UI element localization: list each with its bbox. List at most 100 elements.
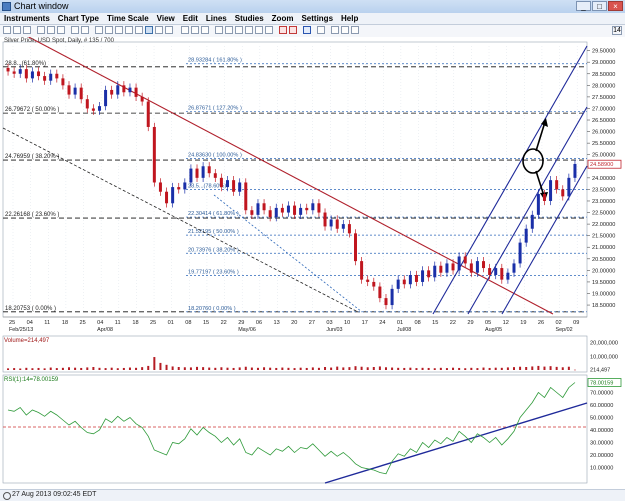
toolbar-bar-chart-button[interactable] bbox=[37, 26, 45, 34]
menu-chart-type[interactable]: Chart Type bbox=[57, 14, 99, 23]
volume-bar bbox=[287, 367, 290, 370]
volume-bar bbox=[531, 366, 534, 370]
toolbar-cursor-button[interactable] bbox=[181, 26, 189, 34]
toolbar-save-button[interactable] bbox=[13, 26, 21, 34]
channel-middle-line[interactable] bbox=[467, 106, 588, 315]
menu-lines[interactable]: Lines bbox=[205, 14, 227, 23]
toolbar-lock-button[interactable] bbox=[341, 26, 349, 34]
rsi-label: RSI(1):14=78.00159 bbox=[4, 377, 59, 383]
volume-bar bbox=[311, 367, 314, 370]
volume-bar bbox=[439, 367, 442, 370]
toolbar-text-button[interactable] bbox=[201, 26, 209, 34]
toolbar-print-button[interactable] bbox=[23, 26, 31, 34]
candle-body bbox=[280, 207, 284, 213]
volume-bar bbox=[214, 367, 217, 370]
date-tick-label: 22 bbox=[450, 320, 456, 326]
title-bar: Chart window _ □ × bbox=[0, 0, 625, 14]
menu-instruments[interactable]: Instruments bbox=[4, 14, 50, 23]
toolbar-interval-2-button[interactable] bbox=[105, 26, 113, 34]
menu-help[interactable]: Help bbox=[341, 14, 359, 23]
volume-bar bbox=[281, 367, 284, 370]
volume-bar bbox=[263, 367, 266, 370]
status-timestamp: 27 Aug 2013 09:02:45 EDT bbox=[12, 491, 97, 498]
toolbar-daily-button[interactable] bbox=[145, 26, 153, 34]
toolbar-open-button[interactable] bbox=[3, 26, 11, 34]
menu-view[interactable]: View bbox=[156, 14, 175, 23]
fib-left-label: 22.26168 ( 23.60% ) bbox=[5, 212, 59, 218]
menu-bar: Instruments Chart Type Time Scale View E… bbox=[0, 13, 625, 25]
volume-bar bbox=[366, 367, 369, 370]
toolbar-delete-button[interactable] bbox=[289, 26, 297, 34]
toolbar-fan-button[interactable] bbox=[255, 26, 263, 34]
toolbar-arc-button[interactable] bbox=[245, 26, 253, 34]
toolbar-fibonacci-button[interactable] bbox=[235, 26, 243, 34]
fib-left-label: 18.20753 ( 0.00% ) bbox=[5, 306, 56, 312]
volume-bar bbox=[202, 367, 205, 370]
volume-bar bbox=[573, 369, 576, 371]
highlight-ellipse[interactable] bbox=[522, 148, 544, 174]
toolbar-interval-3-button[interactable] bbox=[115, 26, 123, 34]
toolbar-interval-4-button[interactable] bbox=[125, 26, 133, 34]
maximize-button[interactable]: □ bbox=[592, 1, 607, 11]
toolbar-trendline-button[interactable] bbox=[215, 26, 223, 34]
toolbar-monthly-button[interactable] bbox=[165, 26, 173, 34]
candle-body bbox=[6, 67, 10, 72]
menu-zoom[interactable]: Zoom bbox=[271, 14, 294, 23]
toolbar-blue-line-button[interactable] bbox=[303, 26, 311, 34]
toolbar-red-line-button[interactable] bbox=[279, 26, 287, 34]
menu-edit[interactable]: Edit bbox=[182, 14, 198, 23]
toolbar-hline-button[interactable] bbox=[265, 26, 273, 34]
status-bar: 27 Aug 2013 09:02:45 EDT bbox=[0, 489, 625, 501]
candle-body bbox=[305, 207, 309, 211]
candle-body bbox=[549, 180, 553, 201]
volume-bar bbox=[37, 367, 40, 370]
channel-lower-line[interactable] bbox=[501, 165, 588, 315]
candle-body bbox=[55, 73, 59, 79]
price-axis: 29.50000 29.00000 28.50000 28.00000 27.50000… bbox=[587, 49, 622, 309]
fib-right-label: 23.5...(78.60%) bbox=[188, 183, 226, 189]
date-tick-label: 17 bbox=[362, 320, 368, 326]
menu-time-scale[interactable]: Time Scale bbox=[107, 14, 149, 23]
menu-settings[interactable]: Settings bbox=[301, 14, 334, 23]
up-arrow[interactable] bbox=[535, 121, 546, 152]
down-arrow[interactable] bbox=[535, 170, 545, 197]
toolbar-ellipse-button[interactable] bbox=[317, 26, 325, 34]
candle-body bbox=[512, 263, 516, 273]
date-tick-label: 25 bbox=[150, 320, 156, 326]
fib-right-label: 21.52195 ( 50.00% ) bbox=[188, 229, 239, 235]
candle-body bbox=[225, 180, 229, 188]
blue-dashed-fan-line[interactable] bbox=[213, 194, 363, 313]
rsi-axis-label: 50.00000 bbox=[590, 416, 613, 422]
toolbar-zoom-in-button[interactable] bbox=[71, 26, 79, 34]
volume-axis-label: 20,000,000 bbox=[590, 341, 618, 347]
candle-body bbox=[262, 203, 266, 211]
volume-bar bbox=[92, 367, 95, 370]
candle-body bbox=[536, 194, 540, 215]
volume-bar bbox=[330, 367, 333, 370]
minimize-button[interactable]: _ bbox=[576, 1, 591, 11]
toolbar-zoom-out-button[interactable] bbox=[81, 26, 89, 34]
volume-bar bbox=[452, 367, 455, 370]
candle-body bbox=[494, 268, 498, 275]
toolbar-line-chart-button[interactable] bbox=[47, 26, 55, 34]
volume-bar bbox=[208, 367, 211, 370]
volume-bar bbox=[512, 367, 515, 370]
toolbar-candle-button[interactable] bbox=[57, 26, 65, 34]
rsi-axis: 70.00000 60.00000 50.00000 40.00000 30.00000… bbox=[587, 378, 622, 472]
chart-area[interactable]: 28.8...(61.80%) 26.79672 ( 50.00% ) 24.769… bbox=[0, 37, 625, 489]
toolbar-settings-button[interactable] bbox=[351, 26, 359, 34]
toolbar-interval-5-button[interactable] bbox=[135, 26, 143, 34]
candle-body bbox=[360, 261, 364, 280]
toolbar-weekly-button[interactable] bbox=[155, 26, 163, 34]
toolbar-interval-1-button[interactable] bbox=[95, 26, 103, 34]
toolbar-crosshair-button[interactable] bbox=[191, 26, 199, 34]
price-axis-label: 25.00000 bbox=[592, 153, 615, 159]
toolbar-check-button[interactable] bbox=[331, 26, 339, 34]
black-dashed-trend-line[interactable] bbox=[2, 127, 359, 313]
rsi-trend-line[interactable] bbox=[324, 402, 588, 484]
candle-body bbox=[506, 272, 510, 280]
volume-panel bbox=[2, 335, 588, 373]
close-button[interactable]: × bbox=[608, 1, 623, 11]
toolbar-channel-button[interactable] bbox=[225, 26, 233, 34]
menu-studies[interactable]: Studies bbox=[234, 14, 264, 23]
